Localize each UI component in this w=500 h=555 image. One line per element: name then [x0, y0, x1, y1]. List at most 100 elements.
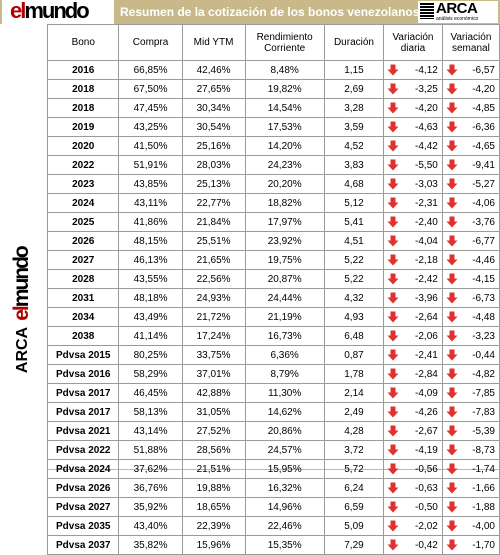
- arrow-down-icon: [446, 235, 458, 247]
- cell-var-semanal: -8,73: [441, 440, 500, 460]
- cell-rendimiento: 17,53%: [244, 117, 325, 137]
- cell-compra: 46,13%: [118, 250, 183, 270]
- arrow-down-icon: [446, 444, 458, 456]
- arrow-down-icon: [446, 197, 458, 209]
- cell-compra: 35,92%: [118, 497, 183, 517]
- cell-compra: 66,85%: [118, 60, 183, 80]
- cell-var-diaria: -2,42: [383, 269, 443, 289]
- table-row: 2028 43,55% 22,56% 20,87% 5,22 -2,42 -4,15: [46, 269, 500, 289]
- var-semanal-value: -7,85: [472, 387, 495, 399]
- arrow-down-icon: [446, 463, 458, 475]
- cell-var-semanal: -1,70: [441, 535, 500, 555]
- var-diaria-value: -2,64: [415, 311, 438, 323]
- cell-duracion: 7,29: [323, 535, 385, 555]
- cell-var-diaria: -2,64: [383, 307, 443, 327]
- arrow-down-icon: [446, 349, 458, 361]
- arrow-down-icon: [387, 83, 399, 95]
- cell-var-diaria: -2,84: [383, 364, 443, 384]
- arrow-down-icon: [446, 159, 458, 171]
- var-diaria-value: -0,63: [415, 482, 438, 494]
- cell-rendimiento: 20,86%: [244, 421, 325, 441]
- cell-var-semanal: -4,46: [441, 250, 500, 270]
- cell-duracion: 3,83: [323, 155, 385, 175]
- cell-mid-ytm: 25,51%: [181, 231, 246, 251]
- cell-bono: Pdvsa 2021: [46, 421, 120, 441]
- cell-compra: 43,40%: [118, 516, 183, 536]
- cell-mid-ytm: 37,01%: [181, 364, 246, 384]
- cell-var-diaria: -5,50: [383, 155, 443, 175]
- arrow-down-icon: [446, 330, 458, 342]
- cell-mid-ytm: 21,51%: [181, 459, 246, 479]
- arrow-down-icon: [446, 102, 458, 114]
- table-row: 2024 43,11% 22,77% 18,82% 5,12 -2,31 -4,06: [46, 193, 500, 213]
- elmundo-logo-text: elmundo: [10, 0, 90, 23]
- arrow-down-icon: [446, 539, 458, 551]
- var-diaria-value: -4,42: [415, 140, 438, 152]
- cell-bono: 2019: [46, 117, 120, 137]
- arrow-down-icon: [446, 425, 458, 437]
- cell-var-semanal: -5,27: [441, 174, 500, 194]
- cell-var-semanal: -4,20: [441, 79, 500, 99]
- cell-duracion: 3,59: [323, 117, 385, 137]
- cell-mid-ytm: 21,72%: [181, 307, 246, 327]
- cell-bono: 2028: [46, 269, 120, 289]
- var-semanal-value: -6,36: [472, 121, 495, 133]
- cell-duracion: 0,87: [323, 345, 385, 365]
- var-semanal-value: -4,65: [472, 140, 495, 152]
- arrow-down-icon: [387, 463, 399, 475]
- cell-bono: Pdvsa 2037: [46, 535, 120, 555]
- arrow-down-icon: [387, 273, 399, 285]
- cell-rendimiento: 17,97%: [244, 212, 325, 232]
- cell-mid-ytm: 30,54%: [181, 117, 246, 137]
- arrow-down-icon: [387, 64, 399, 76]
- cell-compra: 43,49%: [118, 307, 183, 327]
- arrow-down-icon: [387, 140, 399, 152]
- table-row: 2018 47,45% 30,34% 14,54% 3,28 -4,20 -4,85: [46, 98, 500, 118]
- cell-bono: 2018: [46, 98, 120, 118]
- cell-bono: Pdvsa 2017: [46, 402, 120, 422]
- arrow-down-icon: [387, 102, 399, 114]
- cell-mid-ytm: 25,13%: [181, 174, 246, 194]
- cell-rendimiento: 8,79%: [244, 364, 325, 384]
- cell-mid-ytm: 42,88%: [181, 383, 246, 403]
- cell-var-diaria: -4,42: [383, 136, 443, 156]
- var-semanal-value: -6,77: [472, 235, 495, 247]
- col-var-semanal: Variación semanal: [441, 24, 500, 61]
- col-mid-ytm: Mid YTM: [181, 24, 246, 61]
- cell-var-semanal: -7,83: [441, 402, 500, 422]
- cell-rendimiento: 24,23%: [244, 155, 325, 175]
- var-semanal-value: -4,06: [472, 197, 495, 209]
- col-bono: Bono: [46, 24, 120, 61]
- var-semanal-value: -1,88: [472, 501, 495, 513]
- cell-rendimiento: 15,35%: [244, 535, 325, 555]
- cell-duracion: 4,28: [323, 421, 385, 441]
- arrow-down-icon: [446, 387, 458, 399]
- var-diaria-value: -2,40: [415, 216, 438, 228]
- header-bar: elmundo Resumen de la cotización de los …: [0, 0, 500, 24]
- var-semanal-value: -5,27: [472, 178, 495, 190]
- cell-var-semanal: -6,73: [441, 288, 500, 308]
- cell-rendimiento: 19,75%: [244, 250, 325, 270]
- cell-var-semanal: -1,66: [441, 478, 500, 498]
- arrow-down-icon: [387, 387, 399, 399]
- cell-compra: 80,25%: [118, 345, 183, 365]
- arrow-down-icon: [387, 216, 399, 228]
- cell-rendimiento: 24,57%: [244, 440, 325, 460]
- cell-compra: 36,76%: [118, 478, 183, 498]
- arrow-down-icon: [446, 178, 458, 190]
- table-row: 2019 43,25% 30,54% 17,53% 3,59 -4,63 -6,36: [46, 117, 500, 137]
- cell-rendimiento: 14,62%: [244, 402, 325, 422]
- cell-mid-ytm: 27,65%: [181, 79, 246, 99]
- arca-mark-icon: [420, 3, 434, 19]
- cell-compra: 51,88%: [118, 440, 183, 460]
- arrow-down-icon: [387, 368, 399, 380]
- cell-duracion: 2,69: [323, 79, 385, 99]
- table-row: 2031 48,18% 24,93% 24,44% 4,32 -3,96 -6,73: [46, 288, 500, 308]
- bonds-table: Bono Compra Mid YTM Rendimiento Corrient…: [46, 24, 500, 555]
- var-semanal-value: -1,70: [472, 539, 495, 551]
- cell-var-diaria: -2,02: [383, 516, 443, 536]
- cell-rendimiento: 8,48%: [244, 60, 325, 80]
- cell-mid-ytm: 22,56%: [181, 269, 246, 289]
- cell-duracion: 5,12: [323, 193, 385, 213]
- cell-compra: 51,91%: [118, 155, 183, 175]
